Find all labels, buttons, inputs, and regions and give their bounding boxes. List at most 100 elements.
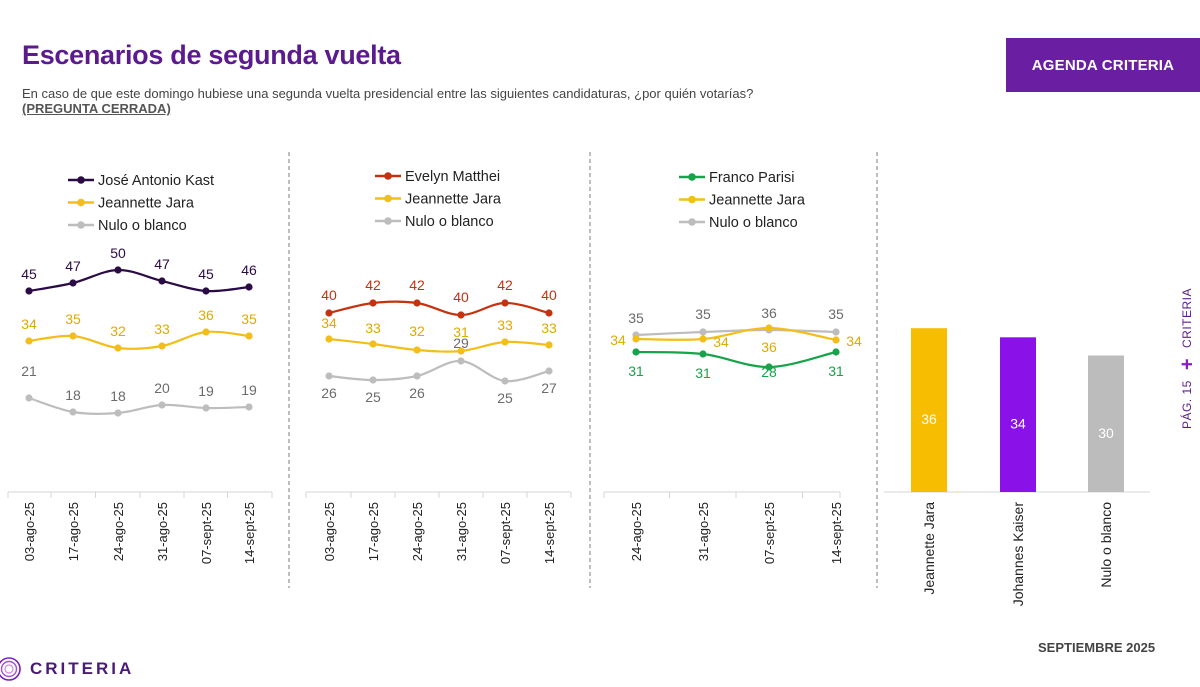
p2-data-point (325, 309, 333, 317)
question-type-tag: (PREGUNTA CERRADA) (22, 101, 171, 116)
p3-data-label: 31 (695, 365, 711, 381)
p1-data-label: 35 (241, 311, 257, 327)
p2-series-line (328, 337, 550, 353)
report-date: SEPTIEMBRE 2025 (1038, 640, 1156, 655)
agenda-badge: AGENDA CRITERIA (1006, 38, 1200, 92)
p1-data-point (25, 287, 33, 295)
p1-data-point (69, 332, 77, 340)
p3-category-label: 07-sept-25 (762, 502, 777, 564)
p3-data-label: 28 (761, 364, 777, 380)
p2-data-point (413, 346, 421, 354)
p1-data-label: 36 (198, 307, 214, 323)
p3-data-point (832, 328, 840, 336)
p1-data-point (245, 403, 253, 411)
p2-data-label: 33 (497, 317, 513, 333)
p1-data-label: 47 (65, 258, 81, 274)
p2-legend-label: Evelyn Matthei (405, 169, 500, 185)
p2-data-point (545, 367, 553, 375)
p2-data-label: 27 (541, 380, 557, 396)
p2-data-label: 33 (541, 320, 557, 336)
p1-data-point (202, 328, 210, 336)
p2-data-label: 34 (321, 315, 337, 331)
p1-category-label: 14-sept-25 (242, 502, 257, 564)
p2-data-point (457, 347, 465, 355)
p2-data-point (501, 299, 509, 307)
p1-data-label: 18 (65, 387, 81, 403)
p2-category-label: 07-sept-25 (498, 502, 513, 564)
p4-bar (1000, 337, 1036, 492)
p2-data-label: 42 (365, 277, 381, 293)
p3-category-label: 14-sept-25 (829, 502, 844, 564)
p1-data-label: 20 (154, 380, 170, 396)
p3-data-label: 36 (761, 339, 777, 355)
p1-data-point (158, 277, 166, 285)
p2-data-label: 40 (541, 287, 557, 303)
p4-bar (911, 328, 947, 492)
p1-data-label: 18 (110, 388, 126, 404)
p2-data-point (457, 357, 465, 365)
p1-data-point (202, 404, 210, 412)
p3-data-point (632, 335, 640, 343)
p2-data-label: 31 (453, 324, 469, 340)
p3-data-label: 34 (846, 333, 862, 349)
p1-legend-label: Jeannette Jara (98, 196, 195, 212)
p2-data-point (369, 376, 377, 384)
p3-data-point (832, 348, 840, 356)
p2-data-label: 29 (453, 335, 469, 351)
p1-data-label: 50 (110, 245, 126, 261)
p2-category-label: 31-ago-25 (454, 502, 469, 561)
p2-data-label: 40 (321, 287, 337, 303)
p2-series-line (328, 300, 550, 317)
p2-category-label: 14-sept-25 (542, 502, 557, 564)
p1-data-point (25, 394, 33, 402)
p2-data-label: 42 (497, 277, 513, 293)
p4-category-label: Jeannette Jara (921, 502, 937, 595)
criteria-rings-icon (0, 657, 21, 681)
p1-data-label: 32 (110, 323, 126, 339)
p3-data-point (632, 348, 640, 356)
p4-bar-value: 34 (1010, 416, 1026, 432)
p1-data-label: 19 (198, 383, 214, 399)
p1-data-point (158, 401, 166, 409)
p2-data-label: 40 (453, 289, 469, 305)
p2-data-point (457, 311, 465, 319)
p1-data-point (114, 409, 122, 417)
p1-data-point (245, 283, 253, 291)
p3-data-label: 31 (628, 363, 644, 379)
p3-data-point (832, 336, 840, 344)
question-body: En caso de que este domingo hubiese una … (22, 86, 754, 101)
p1-series-line (28, 330, 250, 350)
p1-data-label: 19 (241, 382, 257, 398)
p4-bar-value: 30 (1098, 425, 1114, 441)
p1-data-label: 34 (21, 316, 37, 332)
p1-category-label: 07-sept-25 (199, 502, 214, 564)
question-text: En caso de que este domingo hubiese una … (22, 86, 922, 116)
p3-data-label: 34 (610, 332, 626, 348)
p2-legend-label: Nulo o blanco (405, 214, 494, 230)
p2-data-point (325, 372, 333, 380)
p3-data-label: 36 (761, 305, 777, 321)
p1-data-label: 33 (154, 321, 170, 337)
p1-series-line (28, 268, 250, 293)
p1-data-label: 45 (21, 266, 37, 282)
p4-bar (1088, 355, 1124, 492)
p3-legend-label: Nulo o blanco (709, 215, 798, 231)
p1-legend-label: José Antonio Kast (98, 173, 214, 189)
p2-data-point (545, 309, 553, 317)
p2-data-label: 25 (365, 389, 381, 405)
page-title: Escenarios de segunda vuelta (22, 40, 401, 70)
criteria-logo: CRITERIA (0, 656, 134, 682)
p3-data-point (699, 350, 707, 358)
p2-data-label: 25 (497, 390, 513, 406)
p3-legend-marker (688, 195, 696, 204)
p2-data-point (501, 377, 509, 385)
p2-data-label: 33 (365, 320, 381, 336)
p3-data-label: 35 (628, 310, 644, 326)
p4-category-label: Johannes Kaiser (1010, 502, 1026, 607)
p3-category-label: 31-ago-25 (696, 502, 711, 561)
p2-data-point (369, 299, 377, 307)
p2-legend-marker (384, 217, 392, 225)
p2-category-label: 17-ago-25 (366, 502, 381, 561)
p1-category-label: 31-ago-25 (155, 502, 170, 561)
